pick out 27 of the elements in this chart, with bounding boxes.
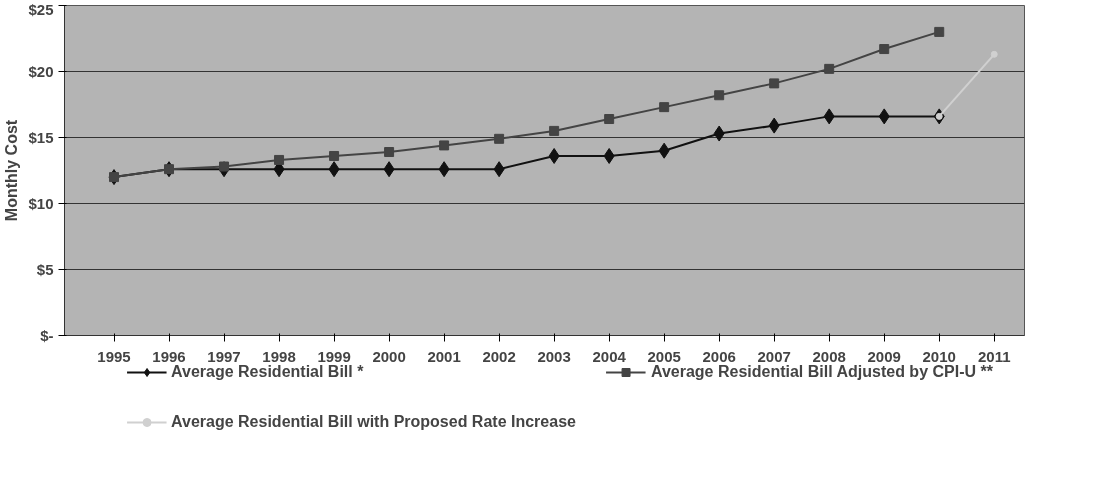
legend-label: Average Residential Bill Adjusted by CPI-U ** bbox=[650, 363, 993, 381]
x-tick-label: 2003 bbox=[537, 347, 571, 365]
x-tick-label: 2009 bbox=[867, 347, 901, 365]
x-tick-label: 2002 bbox=[482, 347, 516, 365]
x-tick-label: 2004 bbox=[592, 347, 627, 365]
x-tick-label: 2000 bbox=[372, 347, 406, 365]
x-tick-label: 1998 bbox=[262, 347, 296, 365]
x-tick-label: 2001 bbox=[427, 347, 461, 365]
y-tick-label: $15 bbox=[28, 129, 54, 146]
x-tick-label: 2010 bbox=[922, 347, 956, 365]
x-tick-label: 1997 bbox=[207, 347, 241, 365]
x-tick-label: 2005 bbox=[647, 347, 681, 365]
x-tick-label: 1999 bbox=[317, 347, 351, 365]
legend-label: Average Residential Bill with Proposed Rate Increase bbox=[171, 413, 576, 431]
x-tick-label: 1995 bbox=[97, 347, 131, 365]
legend-label: Average Residential Bill * bbox=[171, 363, 364, 381]
x-tick-label: 2008 bbox=[812, 347, 846, 365]
y-tick-label: $25 bbox=[28, 0, 54, 18]
y-tick-label: $5 bbox=[36, 261, 54, 278]
x-tick-label: 1996 bbox=[152, 347, 186, 365]
x-tick-label: 2011 bbox=[977, 347, 1011, 365]
y-tick-label: $20 bbox=[28, 63, 54, 80]
x-tick-label: 2007 bbox=[757, 347, 791, 365]
y-tick-label: $- bbox=[40, 327, 54, 344]
y-axis-title: Monthly Cost bbox=[3, 119, 21, 222]
y-tick-label: $10 bbox=[28, 195, 54, 212]
x-tick-label: 2006 bbox=[702, 347, 736, 365]
